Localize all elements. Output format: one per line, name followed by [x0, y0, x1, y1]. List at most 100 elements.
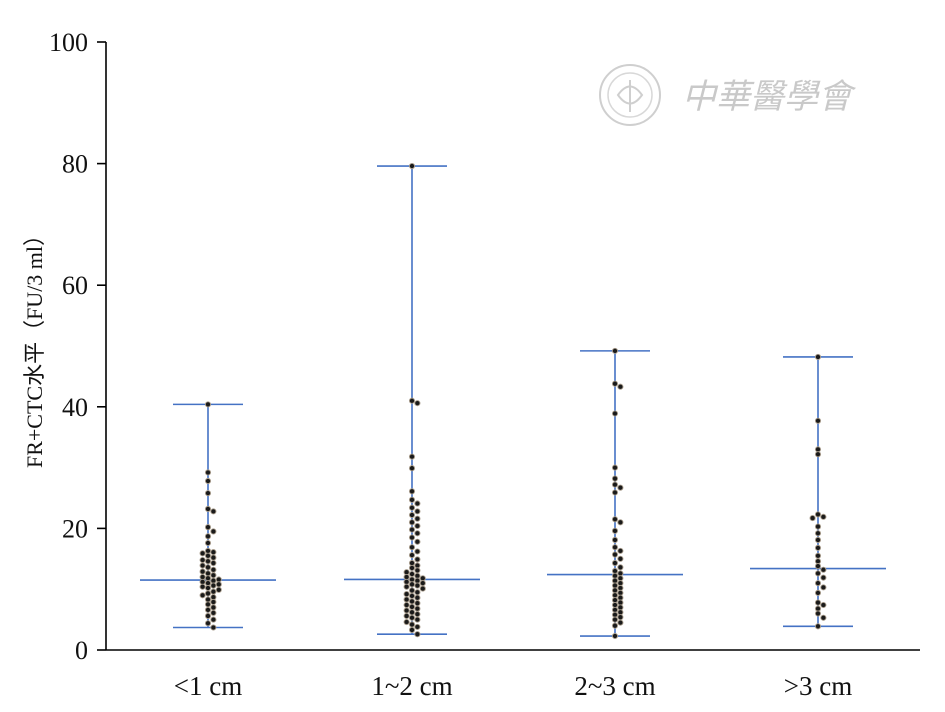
y-tick-label: 0 — [75, 636, 88, 665]
data-point — [414, 567, 421, 574]
data-point — [814, 552, 822, 559]
data-point — [814, 563, 822, 570]
data-point — [611, 560, 619, 567]
data-point — [820, 574, 827, 581]
data-point — [408, 598, 416, 605]
data-point — [611, 536, 619, 544]
data-point — [814, 353, 822, 360]
data-point — [414, 589, 421, 596]
data-point — [199, 562, 206, 569]
y-axis-title: FR+CTC水平（FU/3 ml） — [22, 224, 47, 468]
data-point — [814, 417, 822, 424]
data-point — [408, 519, 416, 526]
category-group — [547, 347, 683, 640]
data-point — [414, 548, 421, 555]
watermark: 中華醫學會 — [599, 64, 857, 126]
data-point — [408, 511, 416, 519]
data-point — [210, 616, 217, 623]
data-point — [414, 500, 421, 507]
data-point — [414, 582, 421, 589]
data-point — [408, 453, 416, 460]
data-point — [611, 347, 619, 354]
data-point — [814, 451, 822, 458]
data-point — [820, 566, 827, 573]
data-point — [408, 570, 416, 578]
x-tick-label: >3 cm — [784, 671, 852, 701]
data-point — [204, 590, 212, 597]
category-groups — [140, 162, 886, 640]
data-point — [814, 511, 822, 518]
data-point — [408, 397, 416, 404]
data-point — [611, 516, 619, 523]
data-point — [814, 544, 822, 551]
y-tick-label: 60 — [62, 271, 88, 300]
data-point — [210, 549, 217, 556]
data-point — [611, 380, 619, 387]
data-point — [408, 496, 416, 503]
data-point — [611, 410, 619, 417]
data-point — [408, 534, 416, 541]
data-point — [814, 530, 822, 537]
data-point — [210, 572, 217, 579]
data-point — [617, 519, 624, 526]
data-point — [814, 523, 822, 530]
y-ticks: 0 20 40 60 80 100 — [49, 28, 106, 665]
data-point — [210, 508, 217, 515]
data-point — [403, 583, 410, 590]
data-point — [210, 566, 217, 573]
data-point — [820, 584, 827, 591]
data-point — [414, 522, 421, 530]
data-point — [820, 614, 827, 621]
data-point — [204, 612, 212, 620]
y-tick-label: 20 — [62, 514, 88, 543]
x-tick-label: 2~3 cm — [574, 671, 655, 701]
data-point — [814, 580, 822, 587]
data-point — [809, 515, 816, 522]
data-point — [199, 556, 206, 564]
y-tick-label: 80 — [62, 150, 88, 179]
data-point — [204, 601, 212, 608]
data-point — [204, 524, 212, 531]
data-point — [814, 599, 822, 606]
data-point — [403, 612, 410, 620]
data-point — [408, 592, 416, 599]
data-point — [414, 594, 421, 601]
data-point — [408, 581, 416, 588]
data-point — [617, 555, 624, 562]
data-point — [408, 621, 416, 628]
data-point — [617, 614, 624, 621]
data-point — [611, 481, 619, 488]
data-point — [617, 547, 624, 554]
y-tick-label: 100 — [49, 28, 88, 57]
data-point — [414, 600, 421, 607]
data-point — [215, 586, 222, 593]
watermark-text: 中華醫學會 — [682, 77, 857, 117]
data-point — [814, 536, 822, 544]
data-point — [414, 556, 421, 563]
data-point — [215, 581, 222, 588]
data-point — [820, 601, 827, 609]
data-point — [617, 383, 624, 390]
data-point — [414, 530, 421, 537]
data-point — [408, 162, 416, 170]
data-point — [204, 533, 212, 540]
data-point — [414, 538, 421, 545]
data-point — [814, 589, 822, 596]
data-point — [408, 526, 416, 533]
data-point — [414, 623, 421, 630]
data-point — [414, 611, 421, 618]
data-point — [403, 601, 410, 609]
data-point — [611, 632, 619, 640]
data-point — [408, 488, 416, 495]
data-point — [210, 624, 217, 631]
data-point — [204, 539, 212, 547]
data-point — [419, 580, 426, 587]
data-point — [210, 604, 217, 611]
data-point — [204, 606, 212, 613]
data-point — [611, 616, 619, 623]
data-point — [210, 528, 217, 535]
data-point — [204, 552, 212, 559]
data-point — [204, 505, 212, 512]
category-group — [140, 401, 276, 631]
